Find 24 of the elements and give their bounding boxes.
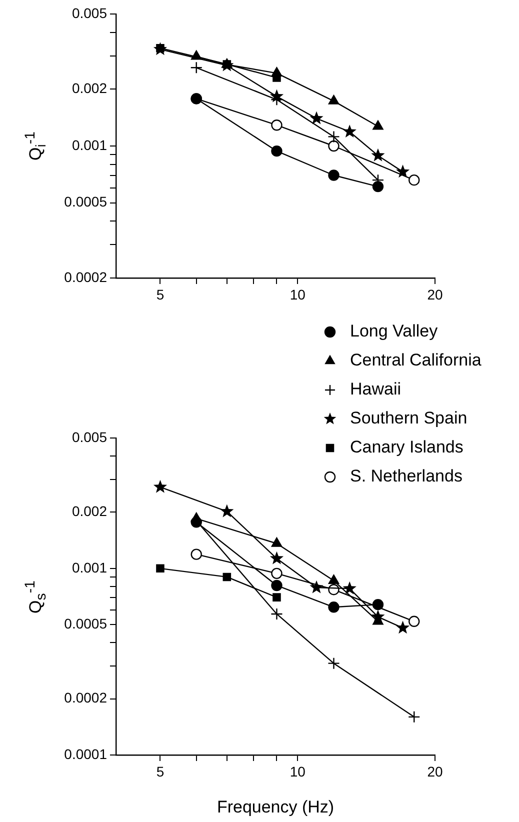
y-tick-label: 0.002 <box>72 80 108 96</box>
legend-label: Canary Islands <box>350 438 464 457</box>
x-axis-title: Frequency (Hz) <box>216 797 334 816</box>
legend-label: Hawaii <box>350 380 402 399</box>
x-tick-label: 5 <box>156 286 164 302</box>
x-tick-label: 20 <box>427 286 443 302</box>
y-tick-label: 0.0005 <box>64 194 108 210</box>
x-tick-label: 20 <box>427 763 443 780</box>
y-tick-label: 0.001 <box>72 136 108 153</box>
y-tick-label: 0.001 <box>72 559 108 576</box>
y-tick-label: 0.0001 <box>64 746 108 762</box>
y-tick-label: 0.0002 <box>64 690 108 706</box>
legend-label: Central California <box>350 350 482 370</box>
legend-label: S. Netherlands <box>350 466 462 486</box>
legend-label: Long Valley <box>350 322 438 341</box>
y-tick-label: 0.0005 <box>64 615 108 632</box>
x-tick-label: 10 <box>290 763 306 780</box>
legend-label: Southern Spain <box>350 408 468 428</box>
y-tick-label: 0.002 <box>72 503 108 520</box>
x-tick-label: 10 <box>290 286 306 302</box>
y-tick-label: 0.005 <box>72 428 108 445</box>
y-tick-label: 0.0002 <box>64 268 108 285</box>
y-tick-label: 0.005 <box>72 4 108 21</box>
x-tick-label: 5 <box>156 763 164 780</box>
